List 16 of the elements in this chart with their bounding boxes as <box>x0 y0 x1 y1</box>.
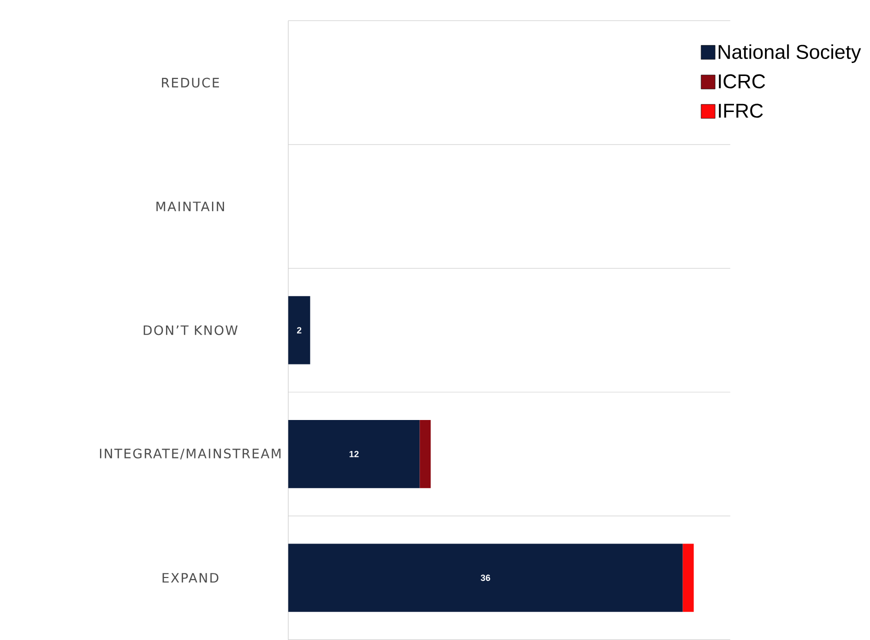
bar <box>288 544 683 612</box>
legend-label: ICRC <box>718 74 766 88</box>
data-label: 2 <box>297 327 302 334</box>
bar <box>682 544 694 612</box>
y-tick-label: EXPAND <box>162 573 218 583</box>
y-tick-label: INTEGRATE/MAINSTREAM <box>100 448 280 460</box>
bar <box>420 420 431 488</box>
bar <box>288 420 420 488</box>
data-label: 36 <box>480 574 490 581</box>
legend-label: National Society <box>718 44 861 63</box>
data-label: 12 <box>350 450 359 458</box>
y-tick-label: MAINTAIN <box>156 202 224 212</box>
legend-label: IFRC <box>718 104 763 118</box>
y-tick-label: REDUCE <box>162 78 219 88</box>
bar <box>288 296 310 364</box>
y-tick-label: DON’T KNOW <box>144 325 238 336</box>
